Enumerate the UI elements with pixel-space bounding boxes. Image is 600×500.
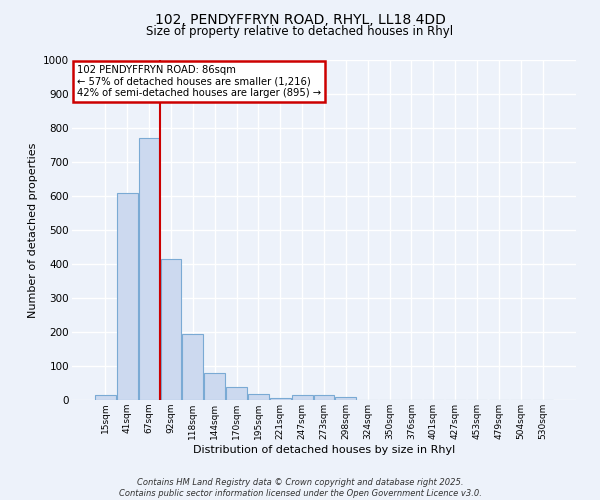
Text: Size of property relative to detached houses in Rhyl: Size of property relative to detached ho…	[146, 25, 454, 38]
Bar	[226, 387, 247, 400]
Text: 102, PENDYFFRYN ROAD, RHYL, LL18 4DD: 102, PENDYFFRYN ROAD, RHYL, LL18 4DD	[155, 12, 445, 26]
Bar	[248, 394, 269, 400]
Bar	[335, 398, 356, 400]
Text: Contains HM Land Registry data © Crown copyright and database right 2025.
Contai: Contains HM Land Registry data © Crown c…	[119, 478, 481, 498]
Bar	[95, 395, 116, 400]
Text: 102 PENDYFFRYN ROAD: 86sqm
← 57% of detached houses are smaller (1,216)
42% of s: 102 PENDYFFRYN ROAD: 86sqm ← 57% of deta…	[77, 65, 321, 98]
Bar	[314, 395, 334, 400]
Bar	[139, 138, 160, 400]
Bar	[182, 334, 203, 400]
Bar	[270, 398, 290, 400]
Y-axis label: Number of detached properties: Number of detached properties	[28, 142, 38, 318]
Bar	[161, 259, 181, 400]
Bar	[117, 192, 137, 400]
Bar	[204, 373, 225, 400]
X-axis label: Distribution of detached houses by size in Rhyl: Distribution of detached houses by size …	[193, 444, 455, 454]
Bar	[292, 395, 313, 400]
